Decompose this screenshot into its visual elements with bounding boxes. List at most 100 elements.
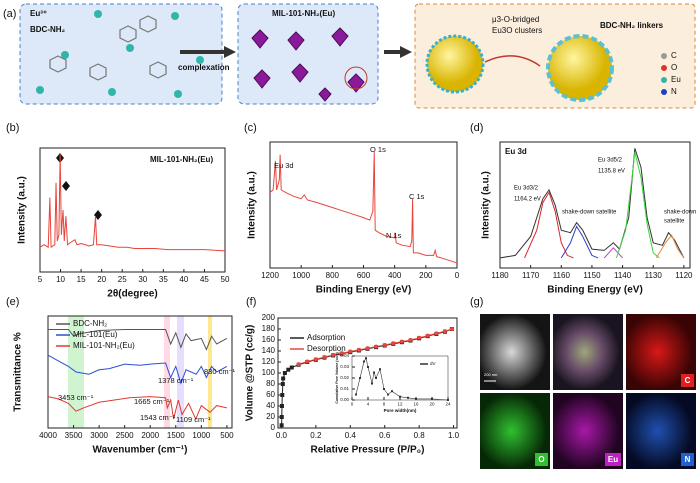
y-tick-label: 140 <box>262 346 276 355</box>
link-arrow <box>484 55 541 67</box>
y-tick-label: 0.01 <box>340 386 349 391</box>
marker <box>286 367 291 372</box>
x-tick-label: 1160 <box>553 271 571 280</box>
y-tick-label: 160 <box>262 335 276 344</box>
x-tick-label: 1000 <box>192 431 210 440</box>
series-line <box>269 152 458 264</box>
marker <box>382 342 387 347</box>
marker <box>442 329 447 334</box>
product-box <box>237 3 379 105</box>
linker-molecules <box>49 15 167 81</box>
marker <box>387 393 389 396</box>
x-tick-label: 10 <box>56 275 65 284</box>
reactant-box <box>19 3 223 105</box>
marker <box>280 393 285 397</box>
x-tick-label: 1500 <box>167 431 185 440</box>
panel-label: (e) <box>6 296 19 308</box>
marker <box>367 366 369 368</box>
peak-markers <box>56 153 102 220</box>
plot-frame <box>499 141 691 269</box>
x-tick-label: 1120 <box>675 271 693 280</box>
panel-label: (b) <box>6 122 19 134</box>
series-line <box>603 247 623 259</box>
y-tick-label: 100 <box>262 368 276 377</box>
x-tick-label: 12 <box>397 402 403 407</box>
y-tick-label: 180 <box>262 324 276 333</box>
marker <box>313 357 318 362</box>
x-tick-label: 1150 <box>583 271 601 280</box>
marker <box>399 395 401 398</box>
x-axis-label: Relative Pressure (P/P₀) <box>310 445 424 456</box>
y-axis-label: Cumulative Pore Volume (cc/g) <box>335 352 339 403</box>
marker <box>383 388 385 390</box>
marker <box>379 368 381 371</box>
x-tick-label: 0.8 <box>414 431 426 440</box>
linker-label: BDC-NH₂ <box>30 25 66 34</box>
marker <box>449 327 454 331</box>
marker <box>356 347 361 352</box>
marker <box>281 376 286 381</box>
annotation: 3453 cm⁻¹ <box>58 393 94 402</box>
legend-dot <box>661 53 667 59</box>
marker <box>373 371 375 374</box>
annotation: Eu 3d <box>274 161 294 170</box>
x-tick-label: 40 <box>179 275 188 284</box>
legend-dot <box>661 65 667 71</box>
x-axis-label: Binding Energy (eV) <box>316 285 412 296</box>
series-line <box>281 328 453 426</box>
marker <box>339 351 344 356</box>
annotation: O 1s <box>370 145 386 154</box>
legend-label: N <box>671 87 677 96</box>
marker <box>331 352 336 357</box>
legend-label: C <box>671 51 677 60</box>
band <box>177 316 184 428</box>
annotation: Eu 3d3/2 <box>514 186 539 192</box>
product-label: MIL-101-NH₂(Eu) <box>272 9 335 18</box>
inset-bg <box>352 356 448 400</box>
panel-label: (g) <box>470 296 483 308</box>
band <box>208 316 212 428</box>
band <box>164 316 170 428</box>
map-label: C <box>685 376 691 385</box>
x-tick-label: 20 <box>97 275 106 284</box>
marker <box>359 377 361 379</box>
series-line <box>560 225 599 259</box>
series-line <box>39 154 226 252</box>
marker <box>374 344 379 349</box>
x-tick-label: 1130 <box>645 271 663 280</box>
x-tick-label: 2500 <box>116 431 134 440</box>
panel-label: (d) <box>470 122 483 134</box>
marker <box>375 377 377 379</box>
x-tick-label: 4000 <box>39 431 57 440</box>
legend-label: MIL-101-NH₂(Eu) <box>73 341 135 350</box>
legend-label: dV <box>430 361 436 366</box>
x-tick-label: 1000 <box>292 271 310 280</box>
marker <box>415 397 417 400</box>
map-label: Eu <box>608 455 618 464</box>
x-axis-label: 2θ(degree) <box>107 289 157 300</box>
legend-label: Eu <box>671 75 681 84</box>
legend-dot <box>661 77 667 83</box>
x-axis-label: Binding Energy (eV) <box>547 285 643 296</box>
map-tag <box>681 453 694 466</box>
annotation: shake-down satellite <box>562 210 617 216</box>
series-line <box>615 151 660 259</box>
x-tick-label: 1170 <box>522 271 540 280</box>
marker <box>371 382 373 385</box>
x-tick-label: 1200 <box>261 271 279 280</box>
x-tick-label: 2000 <box>141 431 159 440</box>
legend-label: MIL-101(Eu) <box>73 330 118 339</box>
x-tick-label: 500 <box>220 431 234 440</box>
x-tick-label: 5 <box>38 275 43 284</box>
marker <box>407 396 409 399</box>
annotation: N 1s <box>386 231 402 240</box>
marker <box>305 359 310 364</box>
cage <box>425 34 485 94</box>
map-tag <box>535 453 548 466</box>
ion-dots <box>36 10 204 98</box>
x-tick-label: 200 <box>419 271 433 280</box>
legend-label: Desorption <box>307 344 346 353</box>
plot-frame <box>39 147 226 273</box>
y-axis-label: Transmittance % <box>13 332 24 412</box>
